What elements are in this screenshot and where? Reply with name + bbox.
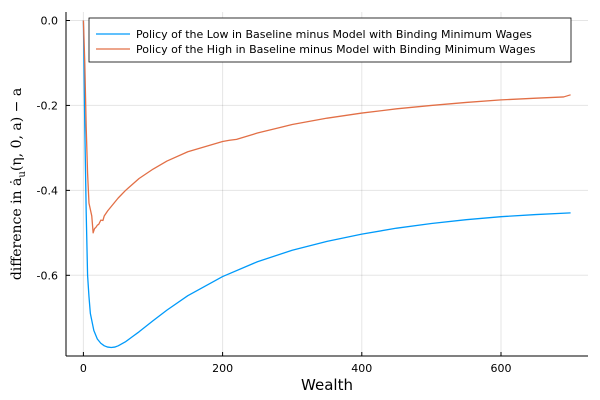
legend: Policy of the Low in Baseline minus Mode… bbox=[88, 17, 572, 63]
series-line-low bbox=[82, 20, 571, 349]
legend-label-high: Policy of the High in Baseline minus Mod… bbox=[136, 43, 536, 56]
axes bbox=[65, 12, 588, 357]
y-tick-label: -0.4 bbox=[37, 184, 58, 197]
series-lines bbox=[82, 20, 571, 349]
y-axis-title: difference in ȧu(η, 0, a) − a bbox=[9, 88, 28, 280]
y-axis-title-tail: (η, 0, a) − a bbox=[9, 88, 25, 171]
x-axis-title: Wealth bbox=[301, 376, 353, 394]
grid-lines bbox=[66, 12, 588, 356]
y-tick-label: -0.2 bbox=[37, 99, 58, 112]
x-tick-label: 0 bbox=[80, 362, 87, 375]
legend-label-low: Policy of the Low in Baseline minus Mode… bbox=[136, 28, 532, 41]
y-axis-title-main: difference in ȧ bbox=[9, 178, 25, 281]
x-tick-label: 400 bbox=[351, 362, 372, 375]
x-tick-label: 200 bbox=[212, 362, 233, 375]
y-tick-label: 0.0 bbox=[41, 14, 59, 27]
y-tick-label: -0.6 bbox=[37, 269, 58, 282]
series-line-high bbox=[82, 20, 571, 234]
y-axis-title-subscript: u bbox=[17, 171, 28, 178]
tick-labels: 0 200 400 600 0.0 -0.2 -0.4 -0.6 bbox=[37, 14, 512, 375]
legend-box bbox=[88, 17, 572, 63]
x-tick-label: 600 bbox=[491, 362, 512, 375]
